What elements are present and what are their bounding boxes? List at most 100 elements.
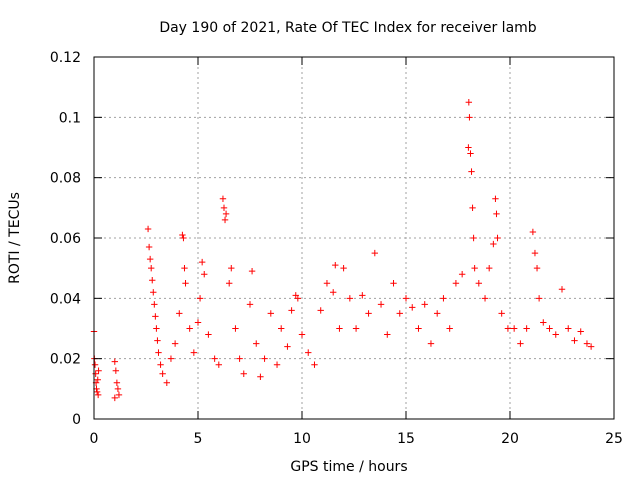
data-point: [330, 289, 337, 296]
data-point: [583, 340, 591, 347]
data-point: [179, 231, 186, 239]
data-point: [226, 280, 233, 287]
data-point: [546, 325, 553, 332]
data-point: [236, 355, 243, 362]
data-point: [273, 361, 281, 368]
data-point: [144, 225, 152, 233]
data-point: [504, 325, 512, 332]
grid-lines: [94, 57, 614, 419]
data-point: [145, 243, 153, 251]
y-tick-label: 0.06: [50, 231, 81, 247]
data-point: [151, 301, 158, 308]
data-point: [198, 258, 206, 266]
data-point: [458, 271, 466, 278]
data-point: [471, 264, 478, 272]
data-point: [466, 114, 473, 121]
data-point: [467, 150, 474, 157]
data-point: [93, 388, 101, 396]
data-point: [469, 204, 476, 212]
data-point: [481, 295, 489, 302]
data-point: [446, 325, 453, 332]
data-point: [222, 210, 230, 218]
data-point: [146, 255, 154, 263]
data-point: [294, 295, 302, 302]
axis-ticks: [93, 56, 615, 420]
data-point: [150, 289, 157, 296]
data-point: [190, 349, 198, 356]
data-point: [340, 264, 347, 272]
data-point: [159, 370, 166, 377]
data-point: [248, 267, 256, 275]
data-point: [171, 340, 179, 347]
x-axis-title: GPS time / hours: [290, 459, 407, 475]
data-point: [359, 292, 366, 299]
data-point: [149, 277, 156, 284]
y-tick-label: 0.04: [50, 291, 81, 307]
data-point: [240, 370, 247, 377]
data-point: [257, 373, 264, 380]
data-point: [498, 310, 505, 317]
data-point: [163, 379, 170, 386]
data-point: [232, 325, 239, 332]
data-point: [468, 168, 475, 175]
data-point: [298, 331, 306, 338]
data-point: [440, 295, 447, 302]
data-point: [533, 264, 541, 272]
data-point: [152, 313, 159, 320]
data-point: [523, 325, 530, 332]
data-point: [470, 234, 477, 242]
y-tick-labels: 0 0.02 0.04 0.06 0.08 0.1 0.12: [50, 50, 81, 428]
data-point: [155, 349, 162, 356]
data-point: [517, 340, 524, 347]
data-point: [182, 280, 189, 287]
x-tick-labels: 0 5 10 15 20 25: [90, 431, 623, 447]
data-point: [305, 349, 312, 356]
x-tick-label: 25: [605, 431, 623, 447]
data-point: [220, 204, 228, 212]
data-point: [201, 271, 208, 278]
data-point: [465, 144, 472, 151]
data-point: [452, 280, 460, 287]
data-point: [111, 394, 118, 402]
data-point: [311, 361, 318, 368]
data-point: [246, 301, 254, 308]
y-tick-label: 0.08: [50, 171, 81, 187]
chart-title: Day 190 of 2021, Rate Of TEC Index for r…: [159, 20, 536, 36]
data-point: [577, 328, 584, 335]
data-point: [111, 358, 118, 365]
data-point: [552, 331, 559, 338]
data-point: [465, 99, 473, 106]
data-points: [90, 99, 595, 402]
data-point: [253, 340, 260, 347]
y-tick-label: 0.12: [50, 50, 81, 66]
data-point: [475, 280, 482, 287]
data-point: [317, 307, 324, 314]
y-tick-label: 0.02: [50, 352, 81, 368]
data-point: [409, 304, 416, 311]
data-point: [390, 280, 397, 287]
data-point: [284, 343, 291, 350]
data-point: [434, 310, 441, 317]
data-point: [396, 310, 403, 317]
data-point: [565, 325, 572, 332]
data-point: [490, 240, 497, 248]
data-point: [571, 337, 578, 344]
data-point: [371, 249, 378, 257]
data-point: [157, 361, 164, 368]
data-point: [112, 367, 120, 374]
data-point: [493, 210, 500, 218]
data-point: [278, 325, 285, 332]
data-point: [510, 325, 518, 332]
data-point: [365, 310, 372, 317]
data-point: [377, 301, 385, 308]
data-point: [153, 325, 160, 332]
data-point: [587, 343, 595, 350]
data-point: [219, 195, 227, 202]
data-point: [196, 295, 204, 302]
data-point: [114, 385, 122, 393]
data-point: [384, 331, 391, 338]
data-point: [94, 376, 101, 383]
data-point: [261, 355, 268, 362]
x-tick-label: 0: [90, 431, 99, 447]
data-point: [323, 280, 331, 287]
